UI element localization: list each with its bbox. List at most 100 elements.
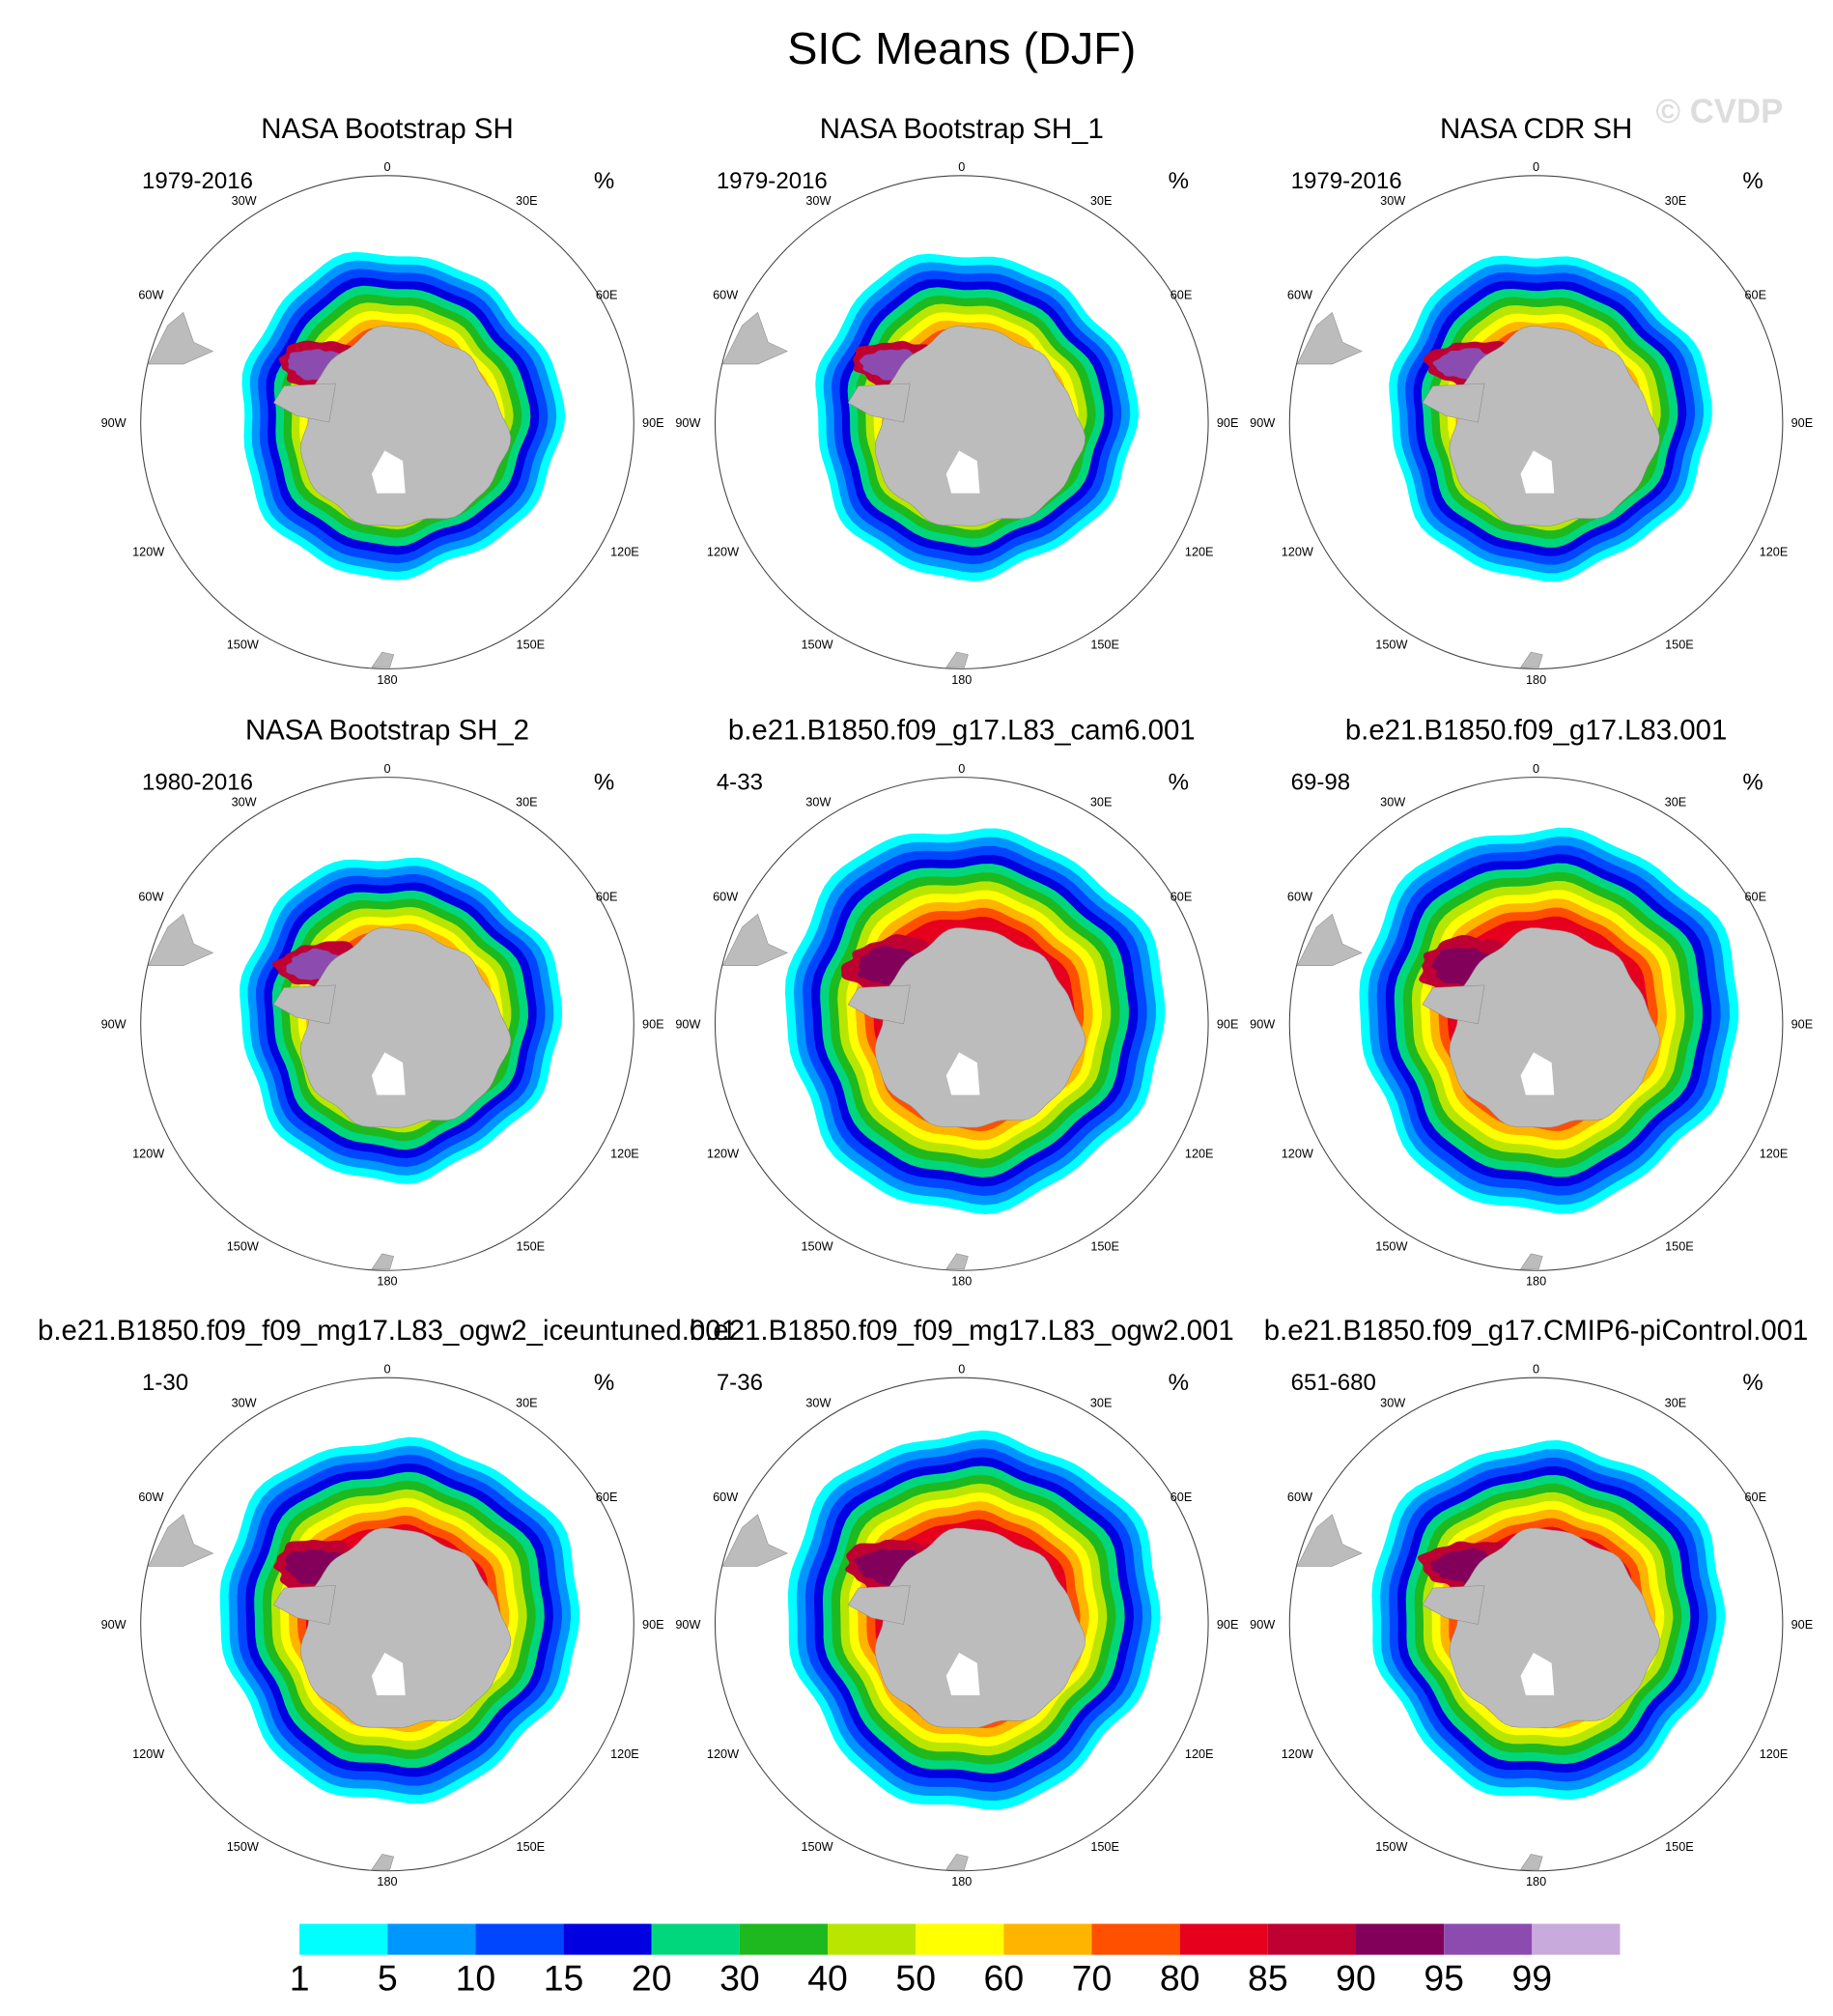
colorbar-box	[387, 1923, 476, 1955]
longitude-label: 90W	[101, 1018, 127, 1032]
panel-title: NASA Bootstrap SH_2	[245, 715, 529, 747]
longitude-label: 120W	[707, 1747, 739, 1761]
longitude-label: 30W	[1380, 1396, 1405, 1409]
colorbar-box	[1267, 1923, 1356, 1955]
longitude-label: 90E	[1791, 1618, 1814, 1632]
longitude-label: 120W	[1282, 1147, 1313, 1160]
land	[300, 1527, 512, 1729]
land	[1449, 927, 1660, 1128]
longitude-label: 60W	[138, 890, 163, 903]
map-panel: NASA Bootstrap SH_1 1979-2016 % 0 30E 60E 90E 1…	[675, 113, 1238, 687]
panel-title: NASA Bootstrap SH_1	[820, 113, 1104, 145]
map-panel: NASA CDR SH 1979-2016 % 0 30E 60E 90E 120E 150E 1…	[1250, 113, 1813, 687]
colorbar-label: 85	[1248, 1957, 1288, 1998]
longitude-label: 150E	[1665, 1240, 1694, 1254]
ice-shelf	[945, 1052, 980, 1095]
land	[1520, 651, 1543, 668]
colorbar-box	[563, 1923, 652, 1955]
longitude-label: 120E	[610, 1147, 639, 1160]
land	[1520, 1854, 1543, 1870]
longitude-label: 150W	[1375, 1840, 1407, 1854]
longitude-label: 30E	[516, 796, 538, 809]
unit-label: %	[594, 1370, 614, 1396]
longitude-label: 30E	[1665, 1396, 1687, 1409]
unit-label: %	[1169, 168, 1189, 194]
longitude-label: 30W	[1380, 796, 1405, 809]
land	[874, 326, 1086, 526]
map-panel: b.e21.B1850.f09_f09_mg17.L83_ogw2_iceunt…	[38, 1315, 737, 1888]
longitude-label: 150W	[1375, 639, 1407, 652]
longitude-label: 120E	[1760, 1747, 1789, 1761]
longitude-label: 180	[377, 673, 397, 687]
colorbar-label: 10	[456, 1957, 496, 1998]
colorbar-label: 20	[632, 1957, 672, 1998]
land	[847, 984, 911, 1025]
longitude-label: 60W	[1287, 890, 1312, 903]
longitude-label: 60E	[596, 1491, 618, 1504]
colorbar-box	[1091, 1923, 1180, 1955]
map-boundary	[140, 175, 634, 669]
map-boundary	[1288, 1377, 1784, 1872]
land	[1520, 1253, 1543, 1270]
ice-shelf	[945, 1652, 980, 1695]
land	[371, 1253, 395, 1270]
land	[874, 1527, 1086, 1729]
longitude-label: 0	[958, 762, 965, 776]
land	[945, 651, 969, 668]
longitude-label: 30E	[1090, 194, 1113, 208]
land	[1422, 984, 1485, 1025]
longitude-label: 120W	[132, 545, 164, 558]
longitude-label: 60W	[138, 288, 163, 301]
panel-title: b.e21.B1850.f09_g17.L83_cam6.001	[728, 715, 1196, 747]
longitude-label: 120W	[1282, 1747, 1313, 1761]
colorbar-box	[1003, 1923, 1092, 1955]
map-boundary	[714, 175, 1209, 669]
colorbar-box	[828, 1923, 916, 1955]
longitude-label: 0	[1533, 762, 1539, 776]
colorbar-label: 99	[1511, 1957, 1552, 1998]
land	[1449, 326, 1660, 526]
longitude-label: 180	[377, 1875, 397, 1888]
longitude-label: 90W	[675, 1618, 700, 1632]
unit-label: %	[1169, 1370, 1189, 1396]
map-boundary	[1288, 777, 1784, 1271]
longitude-label: 180	[377, 1275, 397, 1289]
colorbar-label: 90	[1336, 1957, 1376, 1998]
map-panel: b.e21.B1850.f09_g17.L83_cam6.001 4-33 % 0 30…	[675, 715, 1238, 1289]
land	[272, 1585, 336, 1625]
unit-label: %	[1742, 168, 1762, 194]
longitude-label: 90E	[642, 1618, 664, 1632]
longitude-label: 60E	[1745, 890, 1767, 903]
colorbar-box	[1179, 1923, 1268, 1955]
longitude-label: 150W	[227, 639, 259, 652]
longitude-label: 30W	[1380, 194, 1405, 208]
panel-title: NASA CDR SH	[1440, 113, 1632, 145]
longitude-label: 150E	[1090, 1240, 1119, 1254]
land	[945, 1854, 969, 1870]
longitude-label: 60W	[713, 890, 738, 903]
longitude-label: 150E	[1665, 1840, 1694, 1854]
unit-label: %	[594, 168, 614, 194]
land	[1296, 312, 1363, 365]
map-panel: NASA Bootstrap SH_2 1980-2016 % 0 30E 60E 90E 1…	[101, 715, 664, 1289]
colorbar-box	[1355, 1923, 1445, 1955]
panel-title: NASA Bootstrap SH	[261, 113, 513, 145]
longitude-label: 150W	[227, 1840, 259, 1854]
ice-shelf	[1520, 450, 1555, 494]
longitude-label: 180	[951, 1275, 972, 1289]
land	[1296, 1514, 1363, 1567]
longitude-label: 90E	[1217, 1618, 1239, 1632]
longitude-label: 120W	[707, 1147, 739, 1160]
longitude-label: 30W	[232, 194, 257, 208]
land	[371, 651, 395, 668]
land	[945, 1253, 969, 1270]
longitude-label: 60E	[596, 890, 618, 903]
longitude-label: 180	[1526, 1875, 1546, 1888]
longitude-label: 30E	[1665, 796, 1687, 809]
land	[847, 383, 911, 423]
longitude-label: 60W	[1287, 1491, 1312, 1504]
unit-label: %	[1742, 1370, 1762, 1396]
longitude-label: 0	[1533, 1363, 1539, 1377]
longitude-label: 120E	[1185, 1147, 1214, 1160]
